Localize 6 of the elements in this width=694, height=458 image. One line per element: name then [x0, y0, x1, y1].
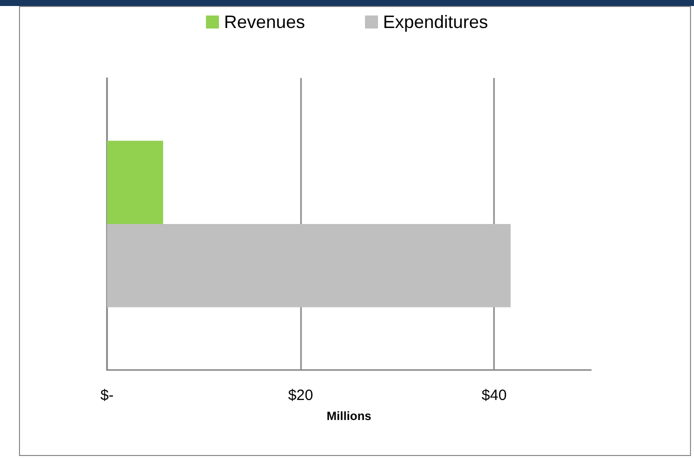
x-tick-label: $40	[482, 387, 507, 404]
x-tick-label: $-	[100, 387, 114, 404]
legend-label: Revenues	[224, 12, 306, 32]
x-tick-label: $20	[288, 387, 314, 404]
legend-label: Expenditures	[382, 12, 488, 32]
x-axis-title: Millions	[326, 409, 372, 423]
